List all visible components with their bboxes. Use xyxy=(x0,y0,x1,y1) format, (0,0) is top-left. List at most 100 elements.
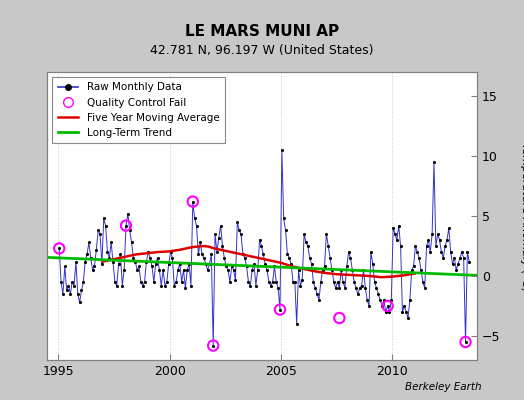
Point xyxy=(62,287,71,294)
Point xyxy=(75,299,84,306)
Point xyxy=(203,267,212,273)
Point xyxy=(227,263,236,270)
Point xyxy=(83,251,91,258)
Point xyxy=(78,287,86,294)
Point xyxy=(161,282,169,289)
Point xyxy=(363,297,372,303)
Point xyxy=(332,285,340,291)
Point xyxy=(356,285,364,291)
Point xyxy=(120,267,128,273)
Point xyxy=(289,279,297,285)
Point xyxy=(326,255,334,261)
Point xyxy=(230,267,238,273)
Point xyxy=(89,267,97,273)
Point xyxy=(168,255,177,261)
Point xyxy=(170,282,179,289)
Point xyxy=(430,159,438,165)
Point xyxy=(413,249,421,255)
Point xyxy=(159,267,167,273)
Point xyxy=(174,267,182,273)
Point xyxy=(308,261,316,267)
Point xyxy=(157,282,166,289)
Point xyxy=(322,231,331,237)
Point xyxy=(400,303,409,309)
Point xyxy=(140,279,149,285)
Point xyxy=(333,279,342,285)
Point xyxy=(142,258,150,265)
Point xyxy=(398,309,407,315)
Point xyxy=(59,291,67,297)
Point xyxy=(330,279,338,285)
Point xyxy=(66,291,74,297)
Point xyxy=(96,231,104,237)
Point xyxy=(268,279,277,285)
Point xyxy=(352,285,361,291)
Point xyxy=(395,222,403,229)
Point xyxy=(244,279,253,285)
Point xyxy=(146,255,155,261)
Point xyxy=(211,231,219,237)
Point xyxy=(420,285,429,291)
Point xyxy=(452,267,461,273)
Point xyxy=(220,255,228,261)
Point xyxy=(324,243,332,249)
Point xyxy=(200,255,208,261)
Point xyxy=(419,279,427,285)
Point xyxy=(55,245,63,252)
Point xyxy=(207,251,215,258)
Point xyxy=(209,342,217,349)
Point xyxy=(70,282,78,289)
Point xyxy=(368,261,377,267)
Point xyxy=(391,231,399,237)
Point xyxy=(344,249,353,255)
Point xyxy=(346,255,355,261)
Point xyxy=(461,339,470,345)
Point xyxy=(441,243,449,249)
Point xyxy=(406,297,414,303)
Point xyxy=(381,309,390,315)
Point xyxy=(341,285,349,291)
Point xyxy=(278,147,286,153)
Point xyxy=(302,239,310,246)
Point xyxy=(144,249,152,255)
Point xyxy=(114,261,123,267)
Point xyxy=(276,306,284,313)
Point xyxy=(402,309,410,315)
Point xyxy=(148,263,156,270)
Point xyxy=(311,285,320,291)
Point xyxy=(196,239,204,246)
Y-axis label: Temperature Anomaly (°C): Temperature Anomaly (°C) xyxy=(520,142,524,290)
Point xyxy=(224,267,232,273)
Point xyxy=(190,215,199,222)
Point xyxy=(219,243,227,249)
Point xyxy=(432,243,440,249)
Point xyxy=(213,249,221,255)
Point xyxy=(417,267,425,273)
Point xyxy=(68,279,77,285)
Point xyxy=(337,267,345,273)
Point xyxy=(116,251,125,258)
Point xyxy=(339,279,347,285)
Point xyxy=(348,267,356,273)
Point xyxy=(272,279,280,285)
Point xyxy=(57,279,66,285)
Point xyxy=(73,291,82,297)
Point xyxy=(422,243,431,249)
Point xyxy=(178,279,186,285)
Point xyxy=(255,237,264,243)
Point xyxy=(138,282,147,289)
Point xyxy=(166,249,174,255)
Point xyxy=(202,261,210,267)
Point xyxy=(187,282,195,289)
Point xyxy=(350,279,358,285)
Point xyxy=(446,249,455,255)
Point xyxy=(250,261,258,267)
Point xyxy=(387,297,396,303)
Point xyxy=(254,267,262,273)
Point xyxy=(185,261,193,267)
Point xyxy=(392,237,401,243)
Point xyxy=(424,237,433,243)
Point xyxy=(135,263,143,270)
Point xyxy=(189,198,197,205)
Point xyxy=(380,297,388,303)
